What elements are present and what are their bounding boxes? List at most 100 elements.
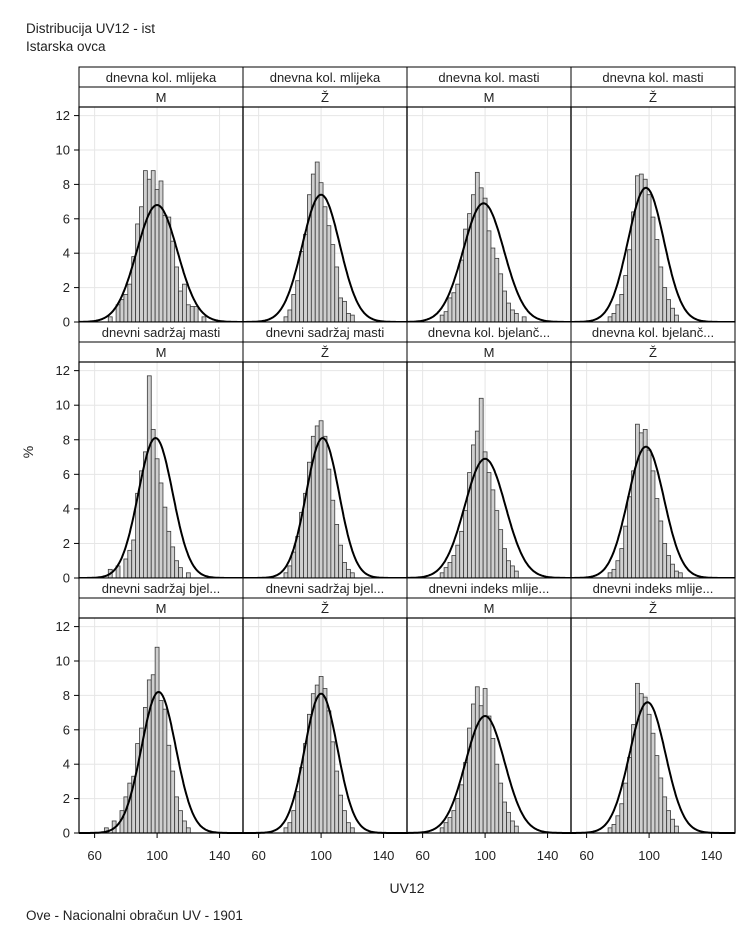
- x-tick-label: 140: [209, 848, 231, 863]
- panel-sex-label: M: [484, 345, 495, 360]
- histogram-bar: [295, 791, 301, 834]
- histogram-bar: [291, 294, 297, 323]
- histogram-bar: [607, 316, 613, 323]
- histogram-bar: [170, 770, 176, 834]
- panel-sex-label: Ž: [321, 345, 329, 360]
- panel-sex-label: M: [484, 90, 495, 105]
- histogram-bar: [166, 744, 172, 834]
- footnote: Ove - Nacionalni obračun UV - 1901: [26, 908, 243, 923]
- histogram-bar: [127, 283, 133, 323]
- y-tick-label: 0: [63, 571, 70, 586]
- histogram-bar: [619, 294, 625, 323]
- histogram-bar: [494, 763, 500, 834]
- histogram-bar: [666, 810, 671, 834]
- histogram-bar: [513, 825, 519, 834]
- histogram-bar: [123, 558, 129, 579]
- histogram-bar: [291, 810, 297, 834]
- histogram-bar: [506, 302, 511, 323]
- histogram-bar: [146, 679, 152, 834]
- histogram-bar: [185, 304, 191, 323]
- histogram-bar: [119, 299, 125, 323]
- panel-trait-label: dnevni sadržaj masti: [102, 325, 221, 340]
- panel-trait-label: dnevna kol. mlijeka: [270, 70, 381, 85]
- histogram-bar: [178, 810, 183, 834]
- histogram-bar: [334, 524, 340, 579]
- histogram-bar: [322, 688, 328, 834]
- histogram-bar: [143, 170, 148, 323]
- histogram-bar: [346, 822, 351, 834]
- histogram-bar: [654, 755, 660, 834]
- y-tick-label: 0: [63, 315, 70, 330]
- histogram-bar: [670, 563, 675, 579]
- histogram-bar: [166, 216, 172, 323]
- histogram-bar: [631, 211, 636, 323]
- histogram-bar: [443, 567, 449, 579]
- histogram-bar: [174, 560, 179, 579]
- panel-sex-label: M: [156, 601, 167, 616]
- histogram-bar: [158, 180, 164, 323]
- panel-sex-label: M: [484, 601, 495, 616]
- y-tick-label: 8: [63, 432, 70, 447]
- histogram-bar: [611, 568, 617, 579]
- histogram-bar: [478, 397, 484, 579]
- histogram-bar: [650, 470, 656, 579]
- histogram-bar: [303, 743, 308, 834]
- histogram-bar: [287, 565, 293, 579]
- histogram-bar: [338, 794, 343, 834]
- histogram-bar: [674, 570, 679, 579]
- y-tick-label: 6: [63, 722, 70, 737]
- histogram-bar: [131, 539, 137, 579]
- histogram-bar: [314, 161, 320, 323]
- histogram-bar: [471, 703, 476, 834]
- histogram-bar: [490, 247, 496, 323]
- histogram-bar: [322, 206, 328, 323]
- histogram-bar: [674, 825, 679, 834]
- histogram-bar: [646, 713, 652, 834]
- histogram-bar: [455, 798, 461, 834]
- histogram-bar: [170, 240, 176, 323]
- histogram-bar: [439, 572, 445, 579]
- histogram-bar: [193, 306, 199, 323]
- histogram-bar: [349, 827, 355, 834]
- histogram-bar: [322, 435, 328, 579]
- y-tick-label: 12: [56, 619, 70, 634]
- histogram-bar: [342, 810, 347, 834]
- panel-sex-label: Ž: [321, 601, 329, 616]
- y-tick-label: 4: [63, 246, 70, 261]
- normal-curve: [407, 457, 571, 579]
- histogram-bar: [170, 546, 176, 579]
- histogram-bar: [146, 178, 152, 323]
- histogram-bar: [642, 178, 648, 323]
- histogram-bar: [182, 283, 187, 323]
- y-tick-label: 6: [63, 467, 70, 482]
- histogram-bar: [439, 314, 445, 323]
- histogram-bar: [178, 290, 183, 323]
- x-axis-label: UV12: [389, 880, 424, 896]
- histogram-bar: [627, 249, 632, 323]
- histogram-bar: [439, 827, 445, 834]
- histogram-bar: [334, 770, 340, 834]
- histogram-bar: [185, 572, 191, 579]
- histogram-bar: [502, 548, 507, 579]
- histogram-bar: [443, 822, 449, 834]
- histogram-bar: [615, 560, 621, 579]
- histogram-bar: [619, 548, 625, 579]
- histogram-bar: [510, 565, 515, 579]
- x-tick-label: 100: [474, 848, 496, 863]
- histogram-bar: [174, 266, 179, 323]
- histogram-bar: [611, 312, 617, 323]
- histogram-bar: [650, 216, 656, 323]
- x-tick-label: 60: [415, 848, 429, 863]
- histogram-bar: [459, 784, 465, 834]
- histogram-bar: [451, 810, 457, 834]
- histogram-bar: [623, 275, 629, 323]
- histogram-bar: [513, 570, 519, 579]
- panel-trait-label: dnevna kol. mlijeka: [106, 70, 217, 85]
- histogram-bar: [154, 646, 160, 834]
- histogram-bar: [326, 225, 332, 323]
- panel-trait-label: dnevni sadržaj bjel...: [266, 581, 385, 596]
- histogram-bar: [670, 307, 675, 323]
- histogram-bar: [459, 530, 465, 579]
- histogram-bar: [646, 194, 652, 323]
